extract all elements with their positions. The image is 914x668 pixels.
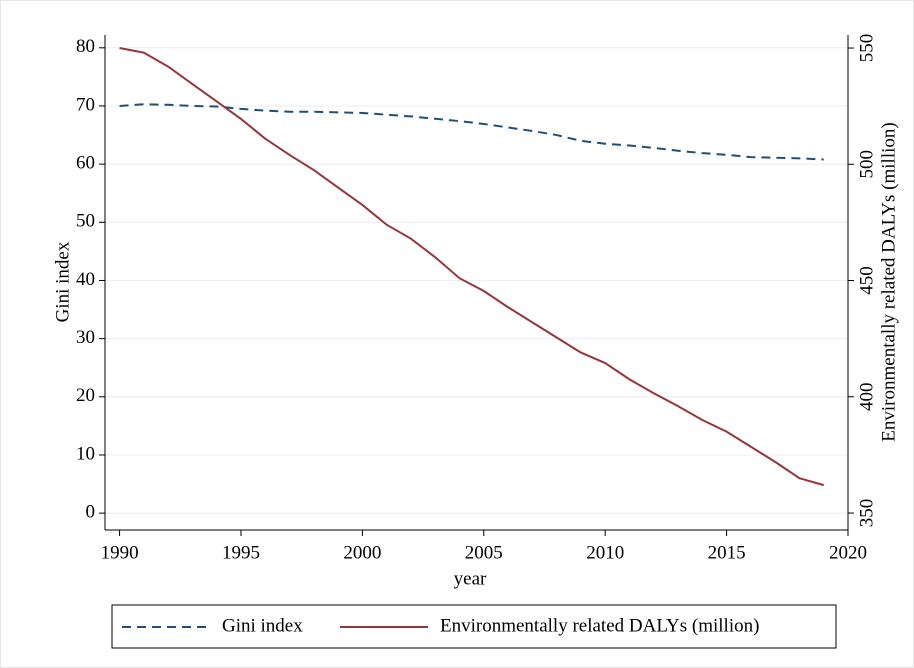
y-tick-label: 30 (76, 327, 95, 348)
y-tick-label: 70 (76, 94, 95, 115)
x-tick-label: 2000 (343, 542, 381, 563)
y-tick-label: 50 (76, 211, 95, 232)
y2-tick-label: 450 (856, 266, 877, 295)
y2-tick-label: 400 (856, 383, 877, 412)
y-axis-label: Gini index (52, 241, 73, 322)
legend (111, 604, 837, 649)
y2-tick-label: 350 (856, 499, 877, 528)
y-tick-label: 80 (76, 36, 95, 57)
y-tick-label: 10 (76, 443, 95, 464)
legend-label: Environmentally related DALYs (million) (440, 615, 759, 636)
y-tick-label: 0 (86, 501, 96, 522)
x-tick-label: 1990 (101, 542, 139, 563)
legend-label: Gini index (222, 615, 303, 636)
y2-tick-label: 550 (856, 34, 877, 63)
x-axis-label: year (454, 568, 487, 589)
line-series (119, 103, 824, 161)
x-tick-label: 2015 (708, 542, 746, 563)
y-tick-label: 20 (76, 385, 95, 406)
x-tick-label: 2010 (586, 542, 624, 563)
y2-axis-label: Environmentally related DALYs (million) (878, 122, 899, 441)
line-series (119, 47, 824, 487)
y-tick-label: 40 (76, 269, 95, 290)
x-tick-label: 2005 (465, 542, 503, 563)
y2-tick-label: 500 (856, 150, 877, 179)
x-tick-label: 1995 (222, 542, 260, 563)
y-tick-label: 60 (76, 152, 95, 173)
x-tick-label: 2020 (829, 542, 867, 563)
